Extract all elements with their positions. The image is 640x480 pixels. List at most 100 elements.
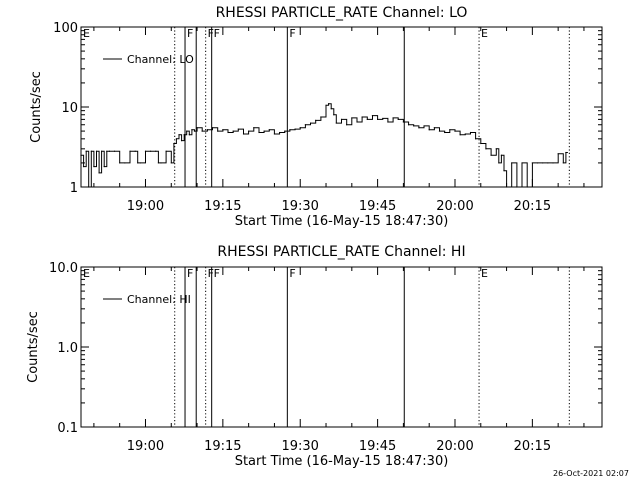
- annotation-label: F: [187, 27, 193, 40]
- data-point: [387, 121, 389, 123]
- data-point: [80, 154, 82, 156]
- data-point: [547, 162, 549, 164]
- data-point: [248, 130, 250, 132]
- chart-panel-1: RHESSI PARTICLE_RATE Channel: LO 1 10 100 19…: [29, 5, 603, 229]
- annotation-label: E: [481, 267, 488, 280]
- data-point: [346, 124, 348, 126]
- data-point: [90, 150, 92, 152]
- data-point: [211, 127, 214, 129]
- x-tick-label: 19:45: [359, 439, 396, 454]
- x-tick-label: 19:00: [127, 199, 164, 214]
- data-point: [469, 131, 472, 134]
- data-point: [454, 130, 456, 132]
- y-axis-label: Counts/sec: [26, 311, 41, 383]
- data-point: [402, 121, 405, 123]
- annotation-label: F: [289, 267, 295, 280]
- data-point: [304, 124, 306, 126]
- data-point: [495, 148, 497, 150]
- data-point: [423, 125, 425, 127]
- y-tick-label: 10.0: [49, 261, 78, 276]
- data-point: [444, 131, 446, 134]
- data-point: [335, 122, 337, 124]
- data-point: [333, 114, 335, 116]
- data-point: [464, 133, 466, 135]
- data-point: [193, 130, 196, 132]
- data-point: [371, 115, 374, 117]
- data-point: [475, 138, 477, 140]
- chart-title: RHESSI PARTICLE_RATE Channel: LO: [216, 5, 468, 21]
- footer-timestamp: 26-Oct-2021 02:07: [553, 469, 629, 478]
- annotation-label: E: [83, 27, 90, 40]
- data-point: [242, 133, 245, 135]
- data-point: [124, 162, 126, 164]
- data-point: [366, 118, 368, 120]
- data-point: [157, 162, 159, 164]
- x-tick-label: 19:30: [281, 439, 318, 454]
- data-point: [183, 134, 185, 136]
- data-point: [459, 134, 461, 136]
- data-point: [278, 131, 281, 134]
- data-point: [325, 104, 327, 106]
- data-point: [268, 129, 270, 131]
- data-point: [263, 130, 265, 132]
- x-tick-label: 20:15: [514, 439, 551, 454]
- data-point: [299, 127, 301, 129]
- data-point: [490, 154, 492, 156]
- data-point: [188, 134, 190, 136]
- series-line: [81, 103, 568, 188]
- data-point: [449, 129, 451, 131]
- data-point: [500, 154, 503, 156]
- data-point: [392, 117, 394, 119]
- x-axis-label: Start Time (16-May-15 18:47:30): [235, 214, 449, 229]
- data-point: [165, 150, 167, 152]
- data-point: [93, 165, 95, 168]
- data-point: [237, 128, 239, 130]
- data-point: [173, 142, 175, 145]
- data-point: [309, 122, 312, 124]
- data-point: [170, 162, 172, 164]
- annotation-label: F: [208, 27, 214, 40]
- data-point: [175, 138, 178, 140]
- data-point: [516, 186, 518, 188]
- data-point: [88, 186, 90, 188]
- data-point: [108, 150, 110, 152]
- data-point: [196, 127, 198, 129]
- data-point: [253, 127, 255, 129]
- chart-panel-2: RHESSI PARTICLE_RATE Channel: HI 0.1 1.0 10…: [26, 244, 603, 469]
- data-point: [526, 186, 528, 188]
- y-tick-label: 0.1: [57, 421, 78, 436]
- data-point: [315, 119, 317, 121]
- data-point: [418, 127, 420, 129]
- data-point: [542, 162, 544, 164]
- y-tick-label: 10: [61, 101, 78, 116]
- data-point: [95, 150, 98, 152]
- data-point: [113, 150, 116, 152]
- data-point: [377, 118, 379, 120]
- data-point: [160, 162, 162, 164]
- annotation-label: F: [208, 267, 214, 280]
- data-point: [505, 186, 508, 188]
- data-point: [433, 127, 435, 129]
- data-point: [155, 150, 157, 152]
- data-point: [531, 162, 533, 164]
- data-point: [227, 131, 229, 134]
- data-point: [217, 130, 219, 132]
- data-point: [106, 150, 108, 152]
- data-point: [178, 134, 180, 136]
- x-tick-label: 19:45: [359, 199, 396, 214]
- legend-label: Channel: HI: [127, 293, 191, 306]
- data-point: [503, 170, 505, 172]
- data-point: [361, 116, 363, 118]
- data-point: [438, 130, 441, 132]
- data-point: [258, 131, 260, 134]
- legend-label: Channel: LO: [127, 53, 194, 66]
- x-tick-label: 19:15: [204, 439, 241, 454]
- data-point: [330, 108, 332, 110]
- data-point: [407, 124, 410, 126]
- data-point: [480, 142, 482, 145]
- data-point: [565, 151, 567, 154]
- data-point: [328, 103, 330, 105]
- annotation-label: E: [481, 27, 488, 40]
